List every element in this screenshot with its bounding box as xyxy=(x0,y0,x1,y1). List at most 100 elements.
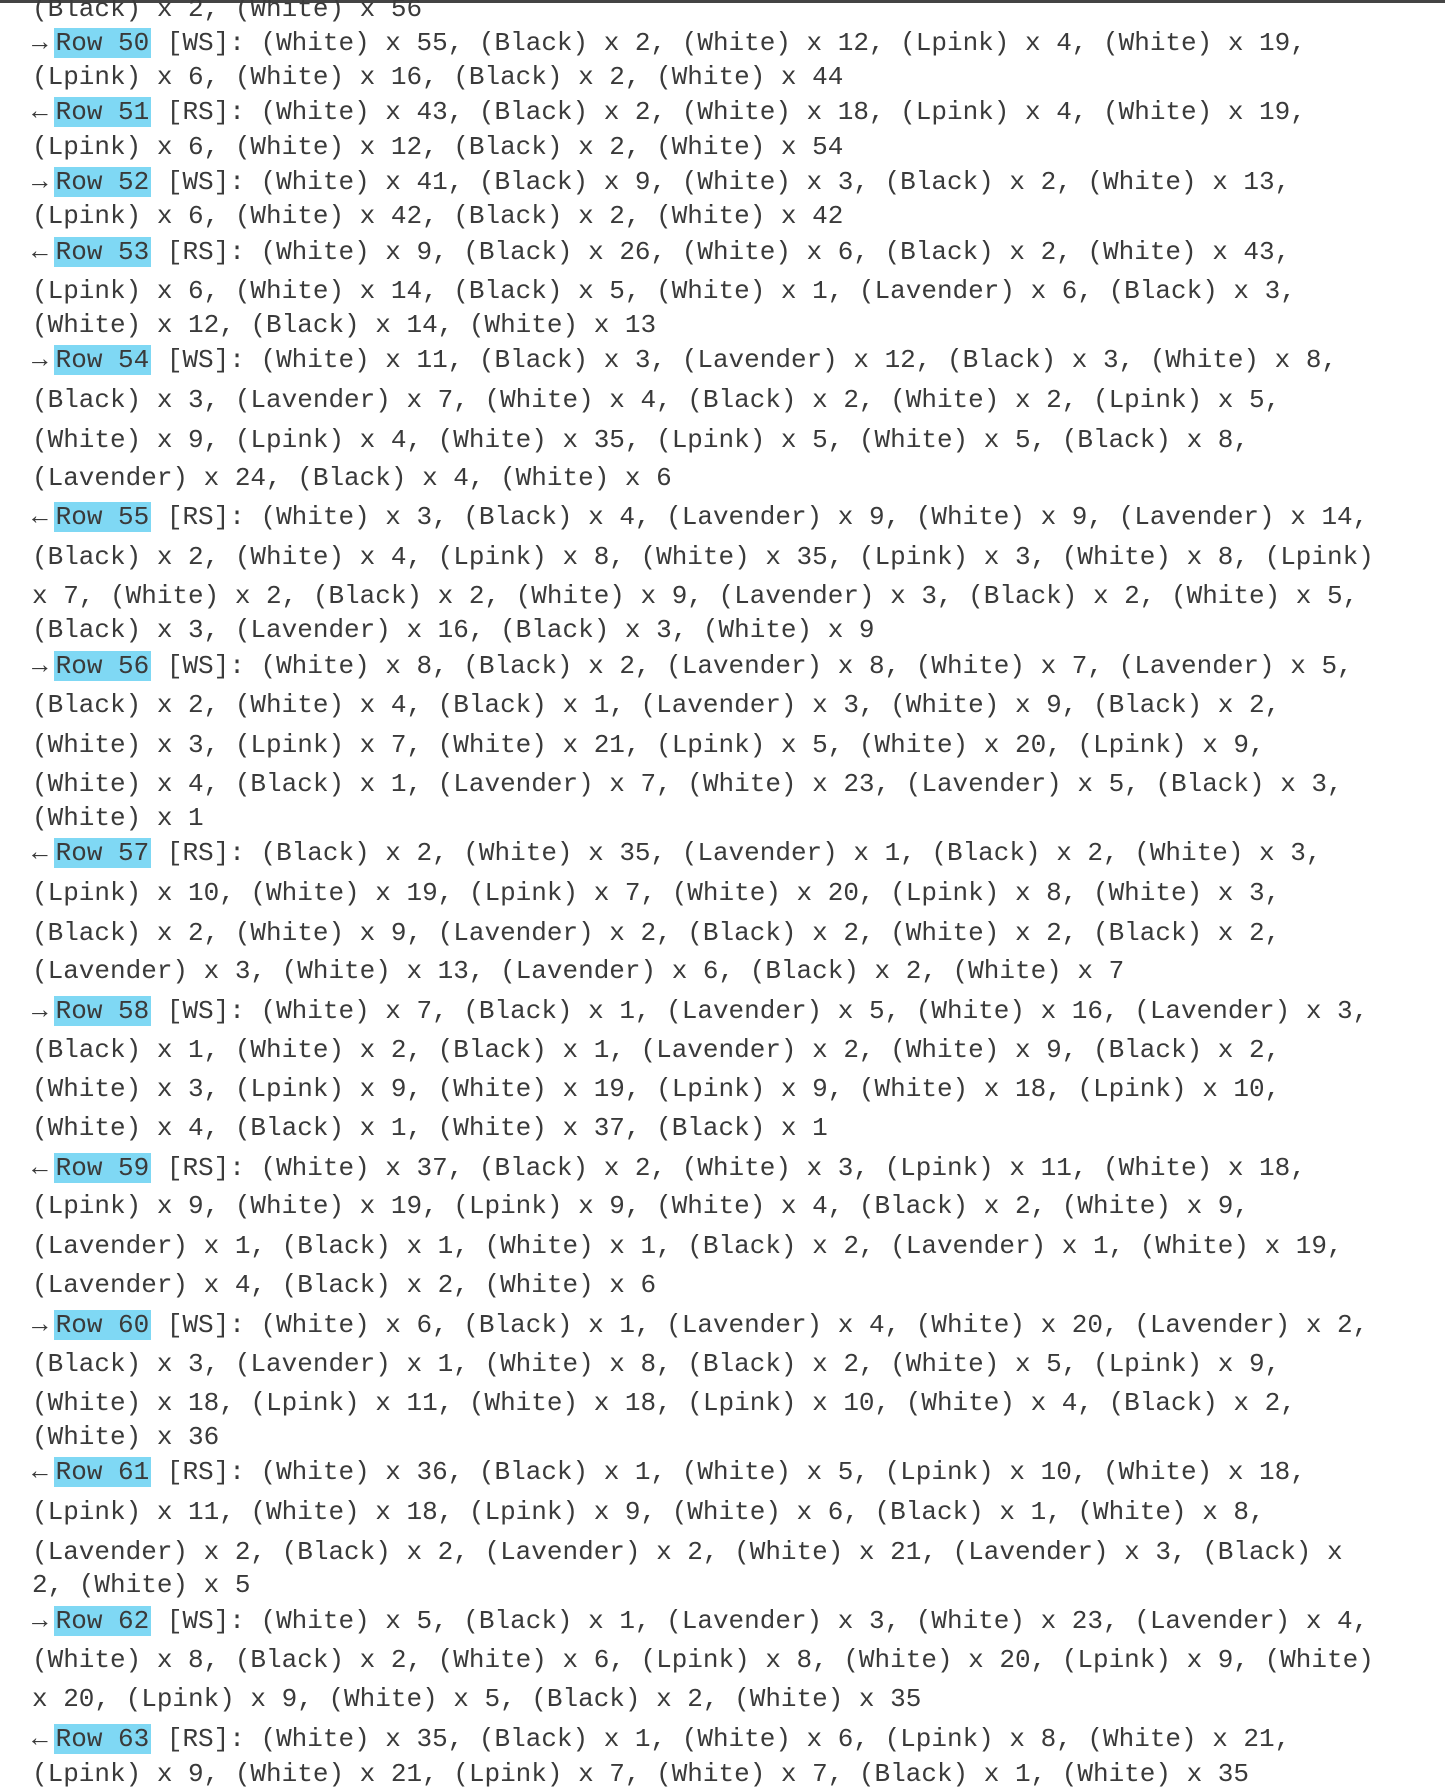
arrow-right-icon: → xyxy=(32,996,48,1026)
row-stitches: (White) x 9, (Black) x 26, (White) x 6, … xyxy=(260,237,1291,267)
row-instruction: → Row 62 [WS]: (White) x 5, (Black) x 1, … xyxy=(32,1604,1368,1638)
row-instruction-continued: (Lpink) x 6, (White) x 14, (Black) x 5, … xyxy=(32,276,1296,306)
row-instruction-continued: (Black) x 1, (White) x 2, (Black) x 1, (… xyxy=(32,1035,1281,1065)
row-instruction: → Row 58 [WS]: (White) x 7, (Black) x 1, … xyxy=(32,994,1368,1028)
row-instruction-continued: (Black) x 3, (Lavender) x 1, (White) x 8… xyxy=(32,1349,1281,1379)
row-stitches: (White) x 37, (Black) x 2, (White) x 3, … xyxy=(260,1153,1306,1183)
partial-line: (Black) x 2, (White) x 56 xyxy=(32,0,423,24)
row-stitches: (White) x 11, (Black) x 3, (Lavender) x … xyxy=(260,345,1338,375)
row-label-highlight: Row 62 xyxy=(53,1606,152,1636)
row-side: [WS]: xyxy=(166,996,245,1026)
row-stitches: (White) x 8, (Black) x 2, (Lavender) x 8… xyxy=(260,651,1353,681)
row-instruction-continued: (Lpink) x 9, (White) x 19, (Lpink) x 9, … xyxy=(32,1191,1249,1221)
row-instruction-continued: (Black) x 3, (Lavender) x 7, (White) x 4… xyxy=(32,385,1281,415)
row-instruction: → Row 56 [WS]: (White) x 8, (Black) x 2, … xyxy=(32,649,1353,683)
row-instruction-continued: (Lpink) x 10, (White) x 19, (Lpink) x 7,… xyxy=(32,878,1281,908)
row-instruction: ← Row 61 [RS]: (White) x 36, (Black) x 1,… xyxy=(32,1455,1306,1489)
row-label-highlight: Row 59 xyxy=(53,1153,152,1183)
row-instruction-continued: x 20, (Lpink) x 9, (White) x 5, (Black) … xyxy=(32,1684,922,1714)
row-instruction: → Row 52 [WS]: (White) x 41, (Black) x 9,… xyxy=(32,165,1290,199)
row-instruction-continued: (Lpink) x 6, (White) x 12, (Black) x 2, … xyxy=(32,132,844,162)
row-label-highlight: Row 53 xyxy=(53,237,152,267)
row-instruction-continued: (Lpink) x 6, (White) x 16, (Black) x 2, … xyxy=(32,62,844,92)
row-instruction: ← Row 57 [RS]: (Black) x 2, (White) x 35,… xyxy=(32,836,1321,870)
row-instruction-continued: (White) x 3, (Lpink) x 7, (White) x 21, … xyxy=(32,730,1265,760)
row-instruction-continued: (White) x 18, (Lpink) x 11, (White) x 18… xyxy=(32,1388,1296,1418)
row-instruction: → Row 50 [WS]: (White) x 55, (Black) x 2,… xyxy=(32,26,1306,60)
arrow-left-icon: ← xyxy=(32,1457,48,1487)
row-instruction-continued: (Lavender) x 1, (Black) x 1, (White) x 1… xyxy=(32,1231,1343,1261)
row-side: [RS]: xyxy=(166,838,245,868)
row-stitches: (White) x 5, (Black) x 1, (Lavender) x 3… xyxy=(260,1606,1369,1636)
row-instruction-continued: (White) x 8, (Black) x 2, (White) x 6, (… xyxy=(32,1645,1374,1675)
row-side: [WS]: xyxy=(166,651,245,681)
row-instruction-continued: (Black) x 2, (White) x 4, (Black) x 1, (… xyxy=(32,690,1281,720)
row-instruction-continued: (Black) x 2, (White) x 9, (Lavender) x 2… xyxy=(32,918,1281,948)
arrow-left-icon: ← xyxy=(32,97,48,127)
row-instruction: ← Row 55 [RS]: (White) x 3, (Black) x 4, … xyxy=(32,500,1368,534)
row-side: [RS]: xyxy=(166,1153,245,1183)
row-label-highlight: Row 55 xyxy=(53,502,152,532)
row-stitches: (White) x 55, (Black) x 2, (White) x 12,… xyxy=(260,28,1306,58)
arrow-left-icon: ← xyxy=(32,1153,48,1183)
row-stitches: (White) x 35, (Black) x 1, (White) x 6, … xyxy=(260,1724,1291,1754)
row-side: [WS]: xyxy=(166,167,245,197)
row-stitches: (White) x 41, (Black) x 9, (White) x 3, … xyxy=(260,167,1291,197)
arrow-right-icon: → xyxy=(32,651,48,681)
row-instruction: ← Row 63 [RS]: (White) x 35, (Black) x 1,… xyxy=(32,1722,1290,1756)
row-label-highlight: Row 61 xyxy=(53,1457,152,1487)
row-instruction-continued: (White) x 4, (Black) x 1, (White) x 37, … xyxy=(32,1113,828,1143)
row-instruction-continued: (Lavender) x 2, (Black) x 2, (Lavender) … xyxy=(32,1537,1343,1567)
row-label-highlight: Row 54 xyxy=(53,345,152,375)
row-instruction-continued: (White) x 36 xyxy=(32,1422,220,1452)
row-instruction-continued: (Lavender) x 3, (White) x 13, (Lavender)… xyxy=(32,956,1125,986)
arrow-right-icon: → xyxy=(32,345,48,375)
row-stitches: (White) x 7, (Black) x 1, (Lavender) x 5… xyxy=(260,996,1369,1026)
row-side: [WS]: xyxy=(166,1606,245,1636)
row-stitches: (White) x 3, (Black) x 4, (Lavender) x 9… xyxy=(260,502,1369,532)
row-side: [RS]: xyxy=(166,502,245,532)
row-side: [WS]: xyxy=(166,28,245,58)
row-instruction-continued: x 7, (White) x 2, (Black) x 2, (White) x… xyxy=(32,581,1359,611)
row-instruction: → Row 54 [WS]: (White) x 11, (Black) x 3,… xyxy=(32,343,1337,377)
row-label-highlight: Row 50 xyxy=(53,28,152,58)
row-side: [RS]: xyxy=(166,1457,245,1487)
row-instruction-continued: (Lpink) x 9, (White) x 21, (Lpink) x 7, … xyxy=(32,1759,1249,1789)
row-side: [WS]: xyxy=(166,1310,245,1340)
row-stitches: (White) x 36, (Black) x 1, (White) x 5, … xyxy=(260,1457,1306,1487)
row-side: [RS]: xyxy=(166,237,245,267)
row-side: [WS]: xyxy=(166,345,245,375)
row-label-highlight: Row 57 xyxy=(53,838,152,868)
row-instruction-continued: (White) x 1 xyxy=(32,803,204,833)
row-instruction-continued: (Lpink) x 11, (White) x 18, (Lpink) x 9,… xyxy=(32,1497,1265,1527)
row-instruction-continued: 2, (White) x 5 xyxy=(32,1570,251,1600)
row-label-highlight: Row 58 xyxy=(53,996,152,1026)
arrow-right-icon: → xyxy=(32,167,48,197)
arrow-left-icon: ← xyxy=(32,237,48,267)
row-instruction-continued: (White) x 4, (Black) x 1, (Lavender) x 7… xyxy=(32,769,1343,799)
arrow-right-icon: → xyxy=(32,1310,48,1340)
row-label-highlight: Row 52 xyxy=(53,167,152,197)
row-instruction: ← Row 53 [RS]: (White) x 9, (Black) x 26,… xyxy=(32,235,1290,269)
row-stitches: (White) x 43, (Black) x 2, (White) x 18,… xyxy=(260,97,1306,127)
row-instruction-continued: (Lpink) x 6, (White) x 42, (Black) x 2, … xyxy=(32,201,844,231)
row-instruction: ← Row 51 [RS]: (White) x 43, (Black) x 2,… xyxy=(32,95,1306,129)
row-side: [RS]: xyxy=(166,97,245,127)
row-stitches: (White) x 6, (Black) x 1, (Lavender) x 4… xyxy=(260,1310,1369,1340)
arrow-left-icon: ← xyxy=(32,838,48,868)
row-label-highlight: Row 63 xyxy=(53,1724,152,1754)
row-label-highlight: Row 56 xyxy=(53,651,152,681)
row-instruction-continued: (Black) x 3, (Lavender) x 16, (Black) x … xyxy=(32,615,875,645)
row-instruction-continued: (White) x 9, (Lpink) x 4, (White) x 35, … xyxy=(32,425,1249,455)
arrow-left-icon: ← xyxy=(32,502,48,532)
arrow-left-icon: ← xyxy=(32,1724,48,1754)
row-stitches: (Black) x 2, (White) x 35, (Lavender) x … xyxy=(260,838,1322,868)
row-instruction-continued: (White) x 12, (Black) x 14, (White) x 13 xyxy=(32,310,657,340)
row-instruction-continued: (White) x 3, (Lpink) x 9, (White) x 19, … xyxy=(32,1074,1281,1104)
row-instruction-continued: (Lavender) x 4, (Black) x 2, (White) x 6 xyxy=(32,1270,657,1300)
arrow-right-icon: → xyxy=(32,1606,48,1636)
row-instruction-continued: (Black) x 2, (White) x 4, (Lpink) x 8, (… xyxy=(32,542,1374,572)
row-label-highlight: Row 60 xyxy=(53,1310,152,1340)
row-label-highlight: Row 51 xyxy=(53,97,152,127)
row-instruction: → Row 60 [WS]: (White) x 6, (Black) x 1, … xyxy=(32,1308,1368,1342)
